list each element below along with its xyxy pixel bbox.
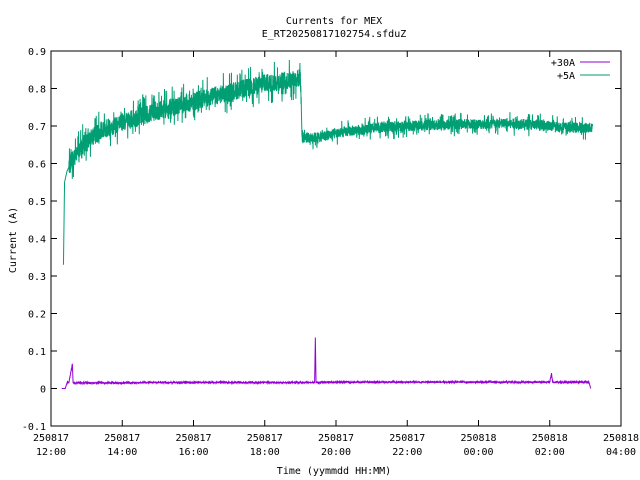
series-line-plus5a	[62, 60, 593, 265]
x-tick-label-date: 250818	[460, 433, 496, 444]
chart-legend: +30A +5A	[551, 58, 610, 82]
y-tick-label: 0.7	[28, 122, 46, 133]
x-tick-label-time: 04:00	[606, 447, 636, 458]
x-tick-label-date: 250818	[532, 433, 568, 444]
y-tick-label: 0.4	[28, 235, 46, 246]
x-tick-label-time: 22:00	[392, 447, 422, 458]
y-tick-label: 0.2	[28, 310, 46, 321]
y-tick-label: 0	[40, 385, 46, 396]
chart-subtitle: E_RT20250817102754.sfduZ	[262, 29, 407, 40]
y-tick-label: 0.9	[28, 47, 46, 58]
x-tick-label-date: 250817	[104, 433, 140, 444]
legend-label: +5A	[557, 71, 575, 82]
x-tick-label-time: 12:00	[36, 447, 66, 458]
x-axis-label: Time (yymmdd HH:MM)	[277, 466, 391, 477]
y-tick-label: -0.1	[22, 422, 46, 433]
x-tick-label-date: 250817	[247, 433, 283, 444]
x-tick-label-time: 02:00	[535, 447, 565, 458]
plot-marks: -0.1 0 0.1 0.2 0.3 0.4 0.5 0.6 0.7 0.8 0.9 250817 12…	[22, 47, 639, 458]
y-tick-label: 0.8	[28, 85, 46, 96]
y-tick-label: 0.1	[28, 347, 46, 358]
x-tick-label-date: 250818	[603, 433, 639, 444]
y-axis-label: Current (A)	[8, 207, 19, 273]
y-tick-label: 0.5	[28, 197, 46, 208]
x-tick-label-date: 250817	[318, 433, 354, 444]
chart-title: Currents for MEX	[286, 16, 382, 27]
x-tick-label-date: 250817	[175, 433, 211, 444]
x-tick-label-date: 250817	[33, 433, 69, 444]
x-tick-label-time: 14:00	[107, 447, 137, 458]
legend-label: +30A	[551, 58, 575, 69]
x-tick-label-date: 250817	[389, 433, 425, 444]
x-tick-label-time: 20:00	[321, 447, 351, 458]
y-tick-label: 0.6	[28, 160, 46, 171]
x-tick-label-time: 18:00	[250, 447, 280, 458]
x-tick-label-time: 00:00	[463, 447, 493, 458]
series-line-plus30a	[61, 337, 592, 389]
y-tick-label: 0.3	[28, 272, 46, 283]
x-tick-label-time: 16:00	[178, 447, 208, 458]
plot-border	[50, 50, 622, 427]
